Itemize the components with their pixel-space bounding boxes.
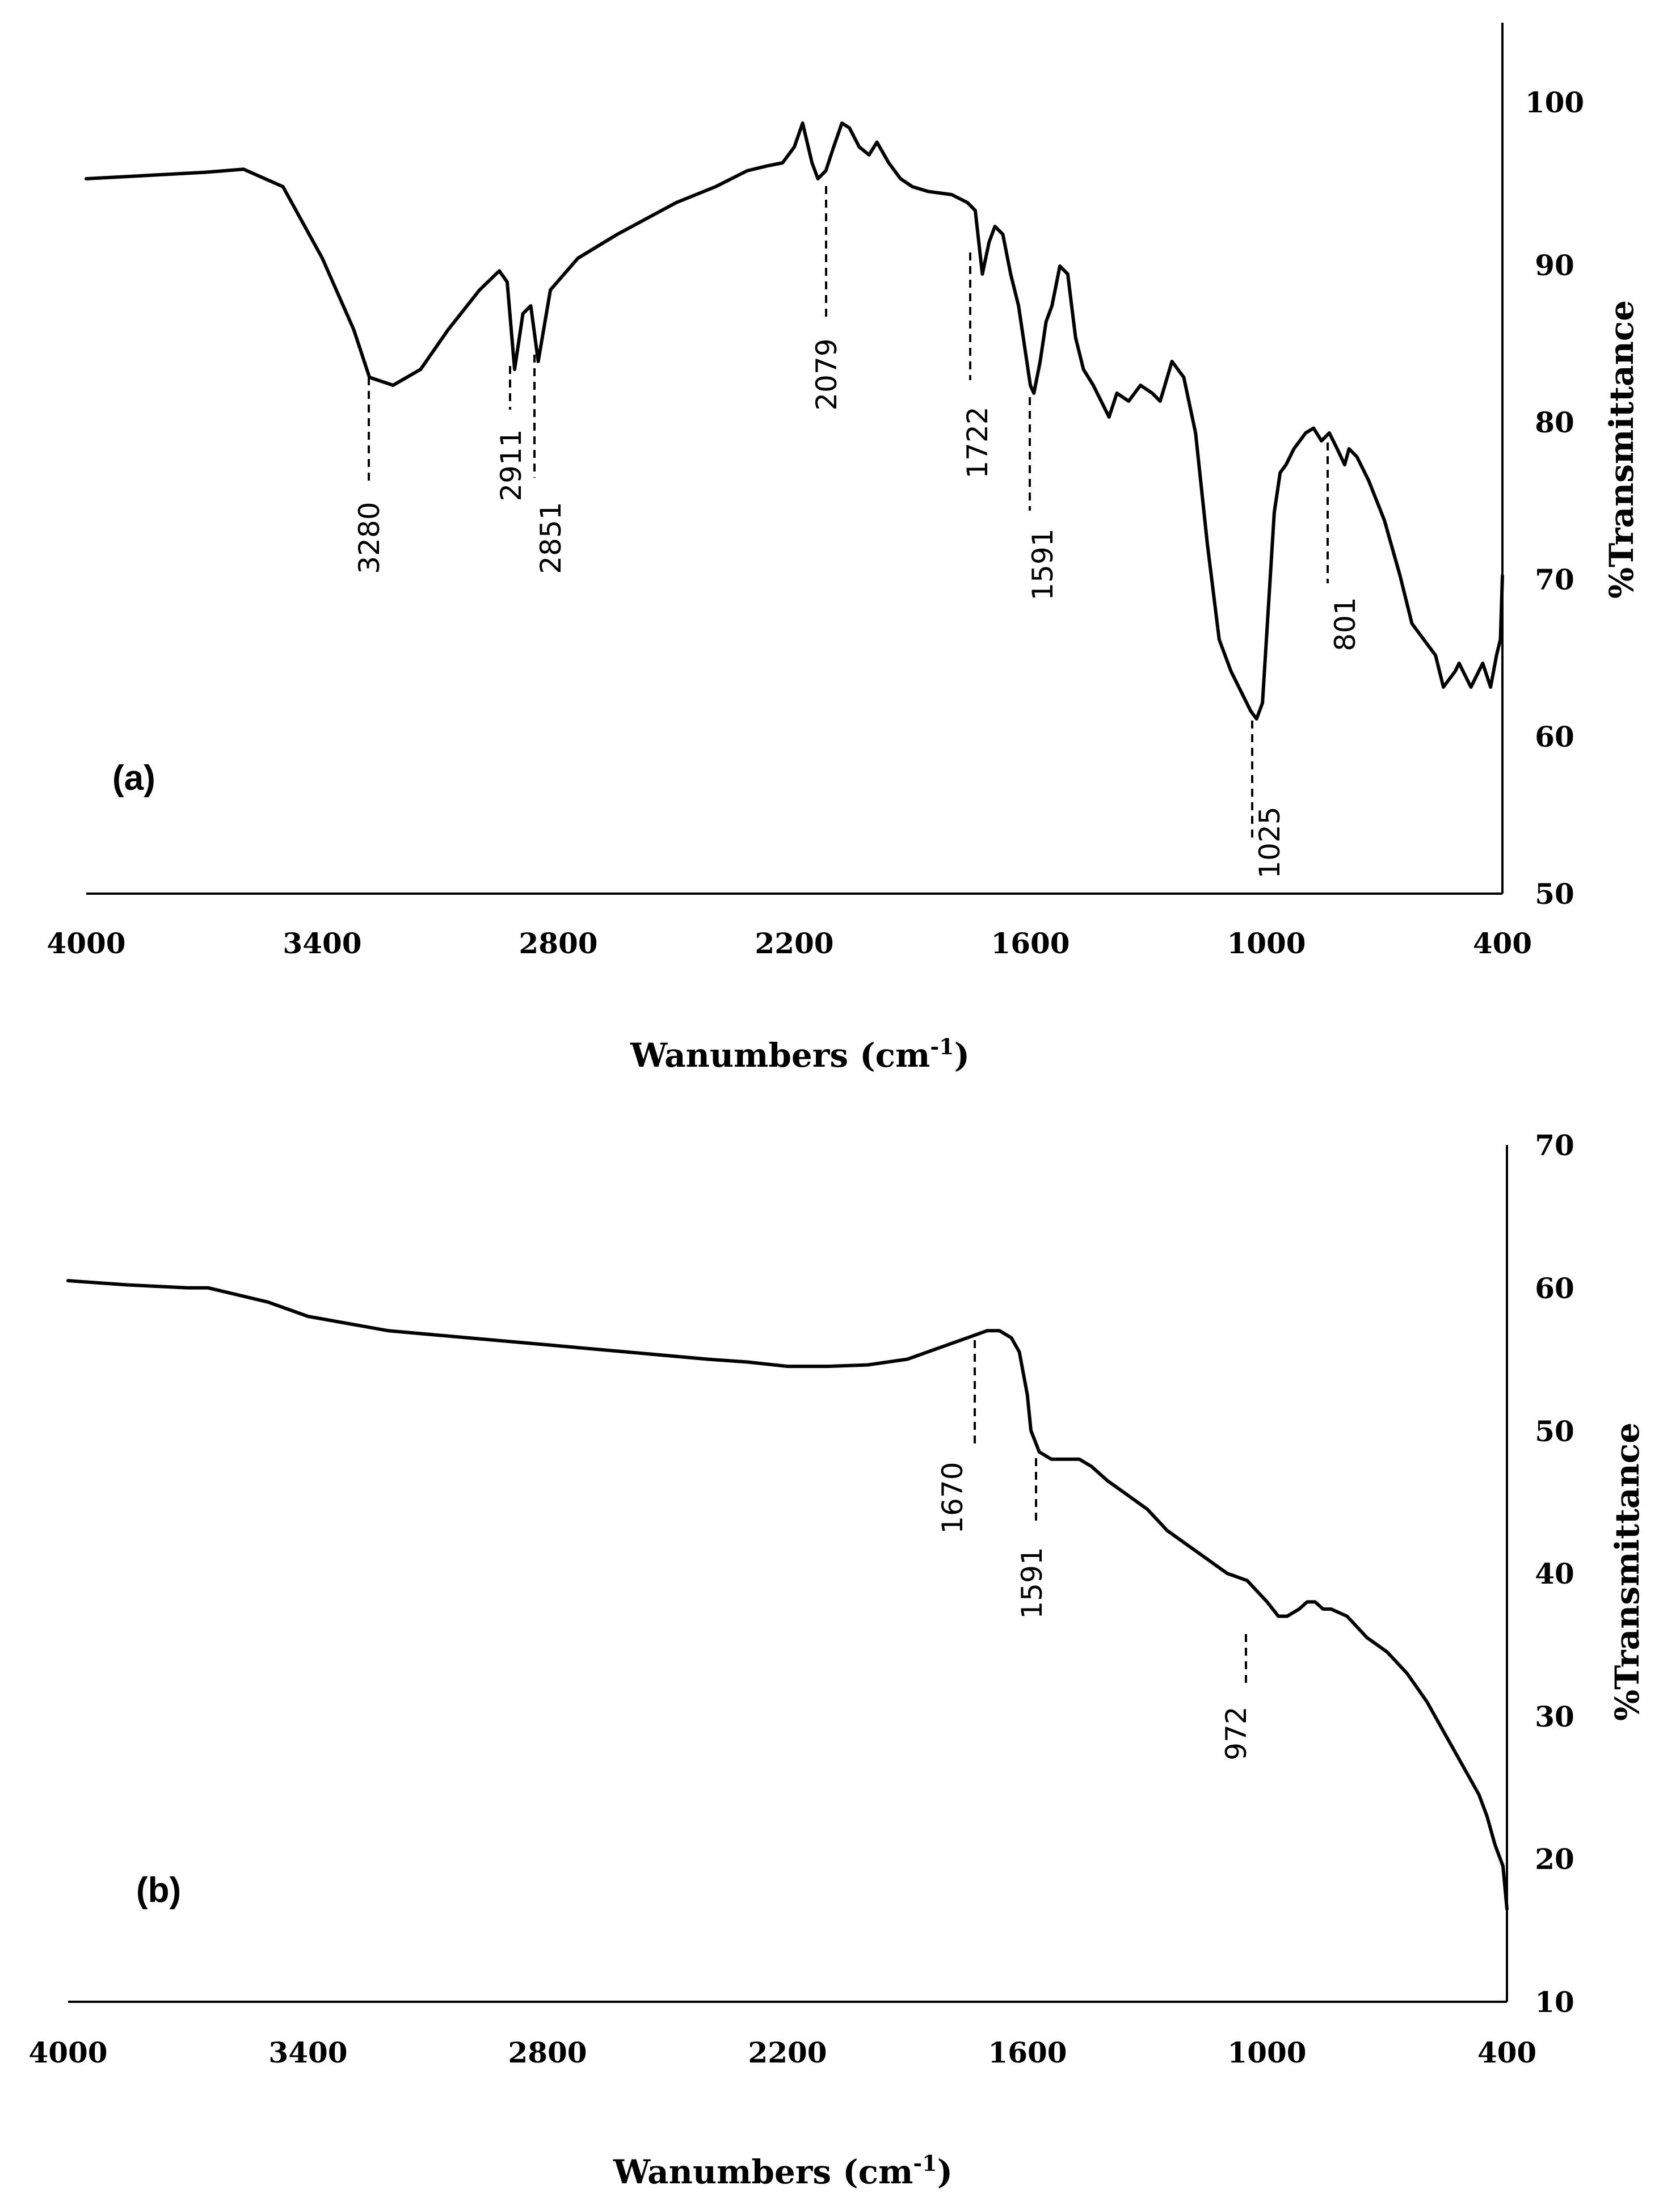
peak-label-801: 801 — [1329, 597, 1362, 651]
chart-a-y-tick-label: 100 — [1525, 86, 1584, 119]
chart-b-x-tick-label: 3400 — [268, 2036, 347, 2069]
chart-b-panel-label: (b) — [136, 1871, 181, 1910]
chart-a-x-tick-label: 4000 — [47, 927, 125, 960]
chart-a-y-tick-label: 60 — [1535, 720, 1574, 753]
chart-a-x-tick-labels: 4000 3400 2800 2200 1600 1000 400 — [47, 927, 1532, 960]
chart-b-x-title-sup: -1 — [913, 2150, 937, 2176]
chart-b-y-tick-label: 30 — [1535, 1700, 1574, 1733]
chart-b-x-axis-title: Wanumbers (cm-1) — [613, 2150, 953, 2192]
chart-b-y-tick-label: 70 — [1535, 1129, 1574, 1162]
chart-a-x-title-main: Wanumbers (cm — [630, 1036, 930, 1075]
chart-a-panel-label: (a) — [112, 759, 155, 798]
chart-b-series-line — [66, 1279, 1509, 1911]
chart-a-x-tick-label: 3400 — [283, 927, 361, 960]
chart-b-y-axis-title: %Transmittance — [1608, 1422, 1647, 1721]
chart-b-x-tick-label: 400 — [1477, 2036, 1536, 2069]
chart-a-x-tick-label: 1600 — [991, 927, 1070, 960]
chart-a-x-title-sup: -1 — [930, 1034, 954, 1059]
peak-label-1591: 1591 — [1016, 1547, 1049, 1619]
chart-a-y-tick-label: 90 — [1535, 249, 1574, 282]
chart-a-x-tick-label: 1000 — [1227, 927, 1306, 960]
chart-b-y-tick-label: 10 — [1535, 1985, 1574, 2019]
chart-b-x-tick-label: 4000 — [28, 2036, 107, 2069]
chart-a-peak-annotations: 3280 2911 2851 2079 1722 1591 1025 801 — [353, 186, 1362, 879]
chart-a-y-tick-label: 70 — [1535, 563, 1574, 596]
chart-b-x-tick-label: 1000 — [1227, 2036, 1306, 2069]
chart-b-y-tick-label: 50 — [1535, 1415, 1574, 1448]
chart-a: 4000 3400 2800 2200 1600 1000 400 50 60 … — [47, 23, 1641, 1075]
chart-a-x-tick-label: 400 — [1473, 927, 1532, 960]
chart-a-x-tick-label: 2200 — [755, 927, 833, 960]
chart-a-y-tick-label: 50 — [1535, 877, 1574, 911]
chart-b-peak-annotations: 1670 1591 972 — [936, 1340, 1253, 1761]
peak-label-1591: 1591 — [1026, 528, 1059, 600]
chart-a-y-tick-label: 80 — [1535, 406, 1574, 439]
chart-b-y-tick-labels: 10 20 30 40 50 60 70 — [1535, 1129, 1574, 2019]
peak-label-2911: 2911 — [495, 429, 528, 501]
peak-label-2079: 2079 — [810, 338, 843, 410]
chart-b-y-tick-label: 60 — [1535, 1272, 1574, 1305]
peak-label-1025: 1025 — [1253, 806, 1286, 878]
chart-a-series-line — [85, 121, 1504, 721]
chart-b: 4000 3400 2800 2200 1600 1000 400 10 20 … — [28, 1129, 1647, 2191]
chart-a-x-axis-title: Wanumbers (cm-1) — [630, 1034, 970, 1075]
chart-a-x-tick-label: 2800 — [519, 927, 597, 960]
chart-b-x-title-close: ) — [937, 2153, 953, 2191]
peak-label-972: 972 — [1220, 1706, 1253, 1760]
peak-label-1722: 1722 — [961, 406, 994, 478]
peak-label-1670: 1670 — [936, 1462, 969, 1534]
chart-a-x-title-close: ) — [954, 1036, 970, 1075]
chart-b-x-tick-label: 2200 — [748, 2036, 827, 2069]
chart-b-x-tick-label: 2800 — [508, 2036, 587, 2069]
chart-b-y-tick-label: 40 — [1535, 1557, 1574, 1590]
chart-a-y-tick-labels: 50 60 70 80 90 100 — [1525, 86, 1584, 911]
peak-label-2851: 2851 — [534, 502, 567, 574]
chart-b-x-tick-labels: 4000 3400 2800 2200 1600 1000 400 — [28, 2036, 1536, 2069]
chart-b-x-title-main: Wanumbers (cm — [613, 2153, 913, 2191]
chart-a-y-axis-title: %Transmittance — [1602, 300, 1641, 599]
peak-label-3280: 3280 — [353, 502, 386, 574]
chart-b-y-tick-label: 20 — [1535, 1842, 1574, 1876]
chart-b-x-tick-label: 1600 — [988, 2036, 1067, 2069]
